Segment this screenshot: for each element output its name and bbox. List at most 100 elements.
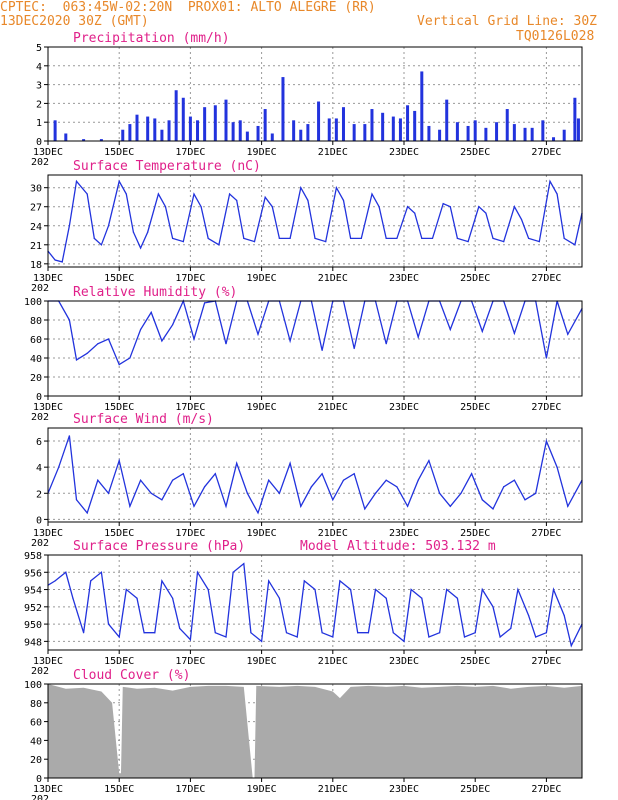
- series-point: [75, 499, 78, 501]
- y-tick-label: 80: [30, 316, 42, 327]
- series-point: [567, 333, 569, 335]
- precip-bar: [135, 114, 139, 141]
- series-point: [196, 571, 199, 573]
- series-point: [143, 632, 145, 634]
- series-point: [350, 237, 352, 240]
- series-point: [107, 338, 110, 340]
- series-point: [193, 193, 195, 195]
- series-point: [353, 473, 355, 475]
- header-grid-note: Vertical Grid Line: 30Z: [417, 14, 598, 29]
- header-date: 13DEC2020 30Z (GMT): [0, 14, 149, 29]
- panel-title: Surface Pressure (hPa): [73, 539, 245, 554]
- y-tick-label: 0: [36, 137, 42, 148]
- precip-bar: [317, 101, 321, 141]
- series-point: [513, 332, 515, 334]
- series-point: [406, 206, 409, 208]
- series-point: [570, 645, 572, 647]
- series-point: [396, 237, 398, 240]
- series-point: [246, 492, 248, 494]
- series-point: [428, 460, 430, 462]
- precip-bar: [203, 107, 207, 141]
- series-point: [403, 640, 405, 642]
- series-point: [535, 636, 537, 638]
- series-point: [528, 614, 530, 617]
- series-point: [150, 492, 152, 494]
- y-tick-label: 24: [30, 222, 42, 233]
- x-tick-label: 21DEC: [318, 528, 348, 539]
- series-point: [442, 202, 444, 205]
- x-tick-label: 27DEC: [531, 784, 561, 795]
- series-line: [47, 179, 583, 263]
- series-point: [492, 508, 494, 510]
- x-year-fragment: 202: [31, 412, 49, 423]
- precip-bar: [438, 129, 442, 141]
- y-tick-label: 100: [24, 297, 42, 308]
- y-tick-label: 3: [36, 81, 42, 92]
- x-tick-label: 13DEC: [33, 528, 63, 539]
- series-point: [332, 499, 334, 501]
- series-point: [118, 364, 120, 366]
- series-point: [193, 338, 195, 340]
- series-point: [139, 328, 142, 331]
- precip-bar: [495, 122, 499, 141]
- y-tick-label: 20: [30, 373, 42, 384]
- precip-bar: [238, 120, 242, 141]
- series-point: [225, 343, 227, 345]
- precip-bar: [270, 133, 274, 141]
- y-tick-label: 952: [24, 603, 42, 614]
- precip-bar: [352, 124, 356, 141]
- series-point: [307, 199, 309, 201]
- series-point: [314, 588, 316, 591]
- series-point: [350, 588, 352, 591]
- series-point: [545, 440, 548, 442]
- cloud-cover-area: [48, 684, 582, 778]
- y-tick-label: 2: [36, 489, 42, 500]
- series-point: [439, 492, 441, 494]
- series-point: [154, 632, 156, 634]
- series-point: [68, 225, 70, 227]
- series-point: [538, 241, 540, 243]
- series-point: [303, 580, 305, 582]
- series-point: [68, 319, 70, 321]
- series-point: [478, 206, 480, 208]
- precip-bar: [363, 124, 367, 141]
- series-point: [264, 196, 266, 198]
- panel-title: Relative Humidity (%): [73, 285, 237, 300]
- series-point: [528, 237, 530, 240]
- series-point: [75, 180, 78, 182]
- series-point: [86, 352, 88, 354]
- x-tick-label: 25DEC: [460, 784, 490, 795]
- x-tick-label: 27DEC: [531, 147, 561, 158]
- x-tick-label: 17DEC: [175, 784, 205, 795]
- precip-bar: [466, 125, 470, 141]
- precip-bar: [160, 129, 164, 141]
- series-point: [449, 206, 451, 208]
- series-point: [118, 460, 120, 462]
- precip-bar: [146, 116, 150, 141]
- series-point: [392, 632, 394, 634]
- x-tick-label: 13DEC: [33, 402, 63, 413]
- series-point: [257, 333, 259, 335]
- series-point: [232, 571, 234, 573]
- series-point: [524, 499, 526, 501]
- series-point: [499, 636, 501, 638]
- precip-bar: [128, 124, 132, 141]
- series-point: [83, 632, 85, 634]
- x-tick-label: 19DEC: [247, 784, 277, 795]
- x-tick-label: 19DEC: [247, 147, 277, 158]
- x-tick-label: 21DEC: [318, 656, 348, 667]
- x-year-fragment: 202: [31, 157, 49, 168]
- series-point: [463, 636, 466, 638]
- series-point: [58, 466, 60, 468]
- y-tick-label: 4: [36, 62, 42, 73]
- series-point: [243, 237, 245, 240]
- precip-bar: [53, 120, 57, 141]
- series-point: [385, 237, 387, 240]
- series-point: [510, 627, 512, 630]
- panel-frame: [47, 174, 583, 268]
- precip-bar: [292, 120, 296, 141]
- x-tick-label: 25DEC: [460, 402, 490, 413]
- series-point: [107, 623, 110, 625]
- x-tick-label: 27DEC: [531, 656, 561, 667]
